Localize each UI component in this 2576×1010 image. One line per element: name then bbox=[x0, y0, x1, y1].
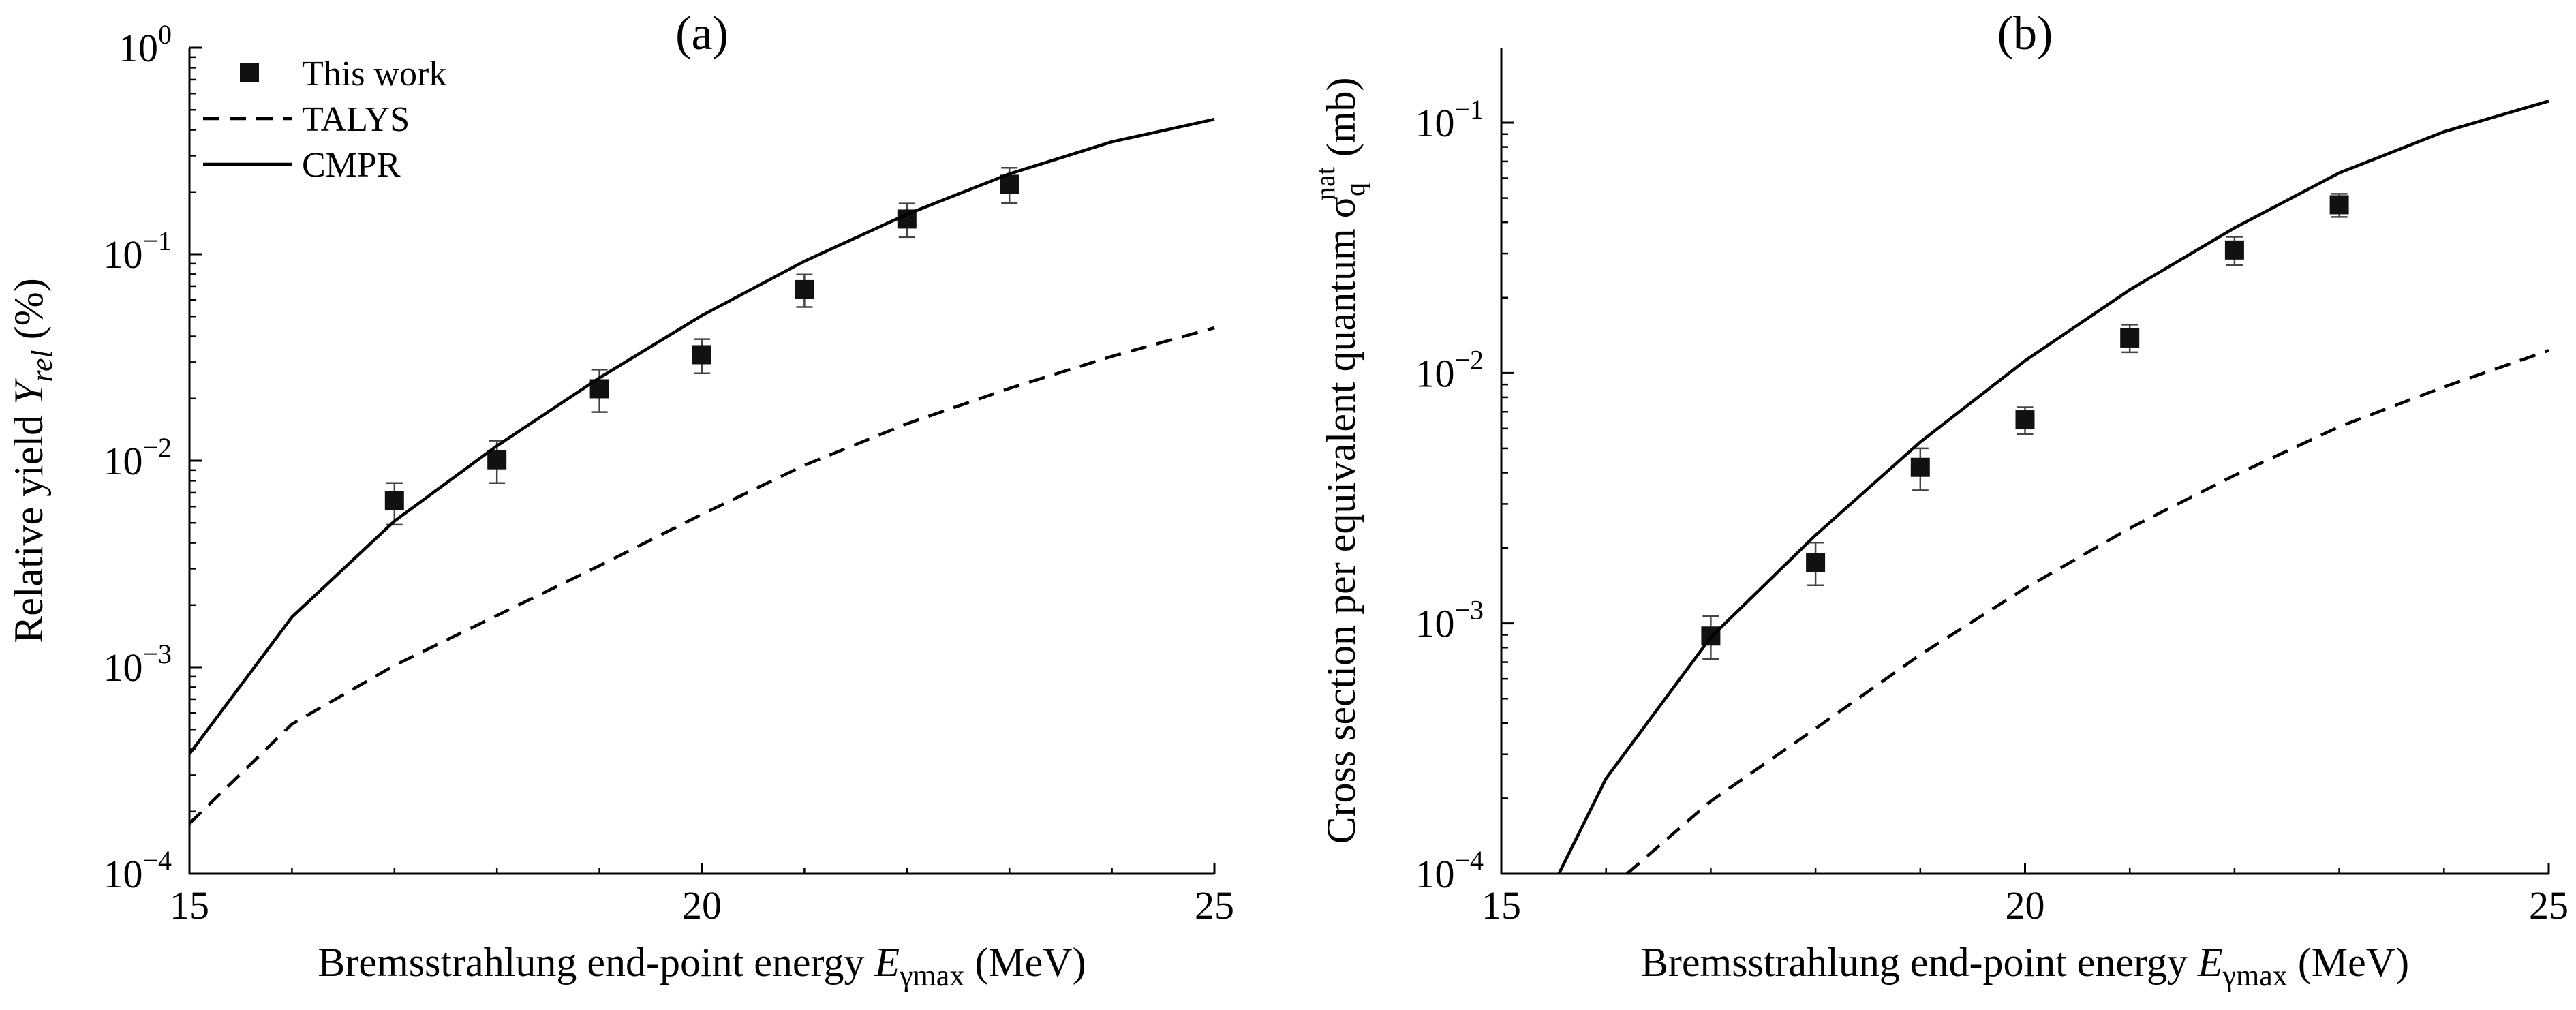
talys-line bbox=[188, 326, 1215, 825]
y-tick-base: 10 bbox=[119, 26, 158, 70]
y-tick-exponent: −2 bbox=[142, 432, 172, 463]
y-tick-exponent: −3 bbox=[1454, 595, 1484, 626]
series-this-work bbox=[1701, 193, 2349, 660]
y-tick-label: 100 bbox=[119, 19, 172, 70]
x-tick-label: 20 bbox=[682, 883, 722, 928]
x-tick-label: 15 bbox=[1482, 883, 1521, 928]
y-tick-base: 10 bbox=[103, 645, 142, 690]
data-point bbox=[1806, 553, 1826, 572]
x-tick-label: 20 bbox=[2006, 883, 2045, 928]
data-point bbox=[795, 279, 814, 299]
data-point bbox=[2224, 240, 2244, 260]
x-axis-title-symbol: E bbox=[2197, 940, 2223, 985]
data-point bbox=[487, 450, 507, 470]
x-axis-title-symbol: E bbox=[874, 940, 900, 985]
x-axis-title-text: Bremsstrahlung end-point energy bbox=[318, 940, 874, 985]
x-axis-title-text: Bremsstrahlung end-point energy bbox=[1641, 940, 2198, 985]
cmpr-line bbox=[1557, 100, 2549, 874]
y-tick-label: 10−4 bbox=[1415, 845, 1484, 896]
y-axis-title-unit: (mb) bbox=[1319, 78, 1364, 168]
y-axis-title-symbol: Y bbox=[6, 378, 51, 405]
y-axis-title-text: Relative yield bbox=[6, 405, 51, 643]
y-tick-base: 10 bbox=[1415, 351, 1454, 395]
y-tick-label: 10−1 bbox=[103, 226, 172, 277]
y-tick-label: 10−3 bbox=[1415, 595, 1484, 646]
cmpr-line bbox=[188, 117, 1215, 755]
data-point bbox=[2015, 410, 2035, 430]
y-tick-exponent: −3 bbox=[142, 639, 172, 669]
y-tick-base: 10 bbox=[1415, 852, 1454, 896]
x-tick-label: 25 bbox=[1195, 883, 1234, 928]
x-axis-title-subscript: γmax bbox=[2222, 959, 2288, 992]
y-tick-base: 10 bbox=[1415, 101, 1454, 145]
y-tick-label: 10−1 bbox=[1415, 94, 1484, 145]
y-tick-exponent: 0 bbox=[158, 19, 172, 50]
y-tick-exponent: −4 bbox=[1454, 845, 1484, 876]
data-point bbox=[2329, 195, 2349, 215]
x-axis-title-unit: (MeV) bbox=[2288, 940, 2409, 985]
series-this-work bbox=[384, 167, 1019, 526]
data-point bbox=[692, 345, 711, 365]
y-tick-base: 10 bbox=[103, 439, 142, 483]
y-tick-label: 10−2 bbox=[103, 432, 172, 483]
legend: This work TALYS CMPR bbox=[203, 55, 446, 185]
y-tick-exponent: −1 bbox=[142, 226, 172, 256]
x-tick-label: 15 bbox=[170, 883, 209, 928]
y-tick-base: 10 bbox=[103, 852, 142, 896]
y-axis-title-unit: (%) bbox=[6, 278, 51, 350]
panel-b: 15 20 2510−410−310−210−1(b)Bremsstrahlung … bbox=[1310, 7, 2569, 992]
y-axis-title-subscript: q bbox=[1340, 183, 1370, 196]
talys-line bbox=[1625, 349, 2549, 875]
x-axis-title: Bremsstrahlung end-point energy Eγmax (M… bbox=[318, 940, 1086, 992]
data-point bbox=[384, 491, 404, 510]
y-tick-base: 10 bbox=[1415, 602, 1454, 646]
y-tick-label: 10−4 bbox=[103, 845, 172, 896]
y-axis-title-subscript: rel bbox=[25, 350, 59, 382]
panel-label: (b) bbox=[1997, 7, 2053, 60]
y-tick-exponent: −2 bbox=[1454, 344, 1484, 375]
x-axis-title-subscript: γmax bbox=[899, 959, 964, 992]
data-point bbox=[2120, 328, 2140, 348]
legend-marker-square bbox=[240, 63, 259, 82]
legend-label: CMPR bbox=[302, 146, 401, 185]
panel-label: (a) bbox=[675, 7, 729, 60]
x-axis-title: Bremsstrahlung end-point energy Eγmax (M… bbox=[1641, 940, 2409, 992]
x-tick-label: 25 bbox=[2529, 883, 2569, 928]
y-tick-label: 10−2 bbox=[1415, 344, 1484, 395]
y-axis-title: Relative yield Yrel (%) bbox=[6, 278, 59, 643]
x-axis-title-unit: (MeV) bbox=[964, 940, 1086, 985]
y-tick-label: 10−3 bbox=[103, 639, 172, 690]
y-tick-exponent: −1 bbox=[1454, 94, 1484, 125]
y-axis-title: Cross section per equivalent quantum σqn… bbox=[1310, 78, 1370, 844]
legend-label: This work bbox=[302, 55, 446, 93]
y-axis-title-superscript: nat bbox=[1310, 167, 1340, 200]
data-point bbox=[1910, 457, 1930, 477]
y-axis-title-text: Cross section per equivalent quantum σ bbox=[1319, 196, 1364, 844]
legend-label: TALYS bbox=[302, 100, 410, 139]
y-tick-base: 10 bbox=[103, 232, 142, 277]
y-tick-exponent: −4 bbox=[142, 845, 172, 876]
